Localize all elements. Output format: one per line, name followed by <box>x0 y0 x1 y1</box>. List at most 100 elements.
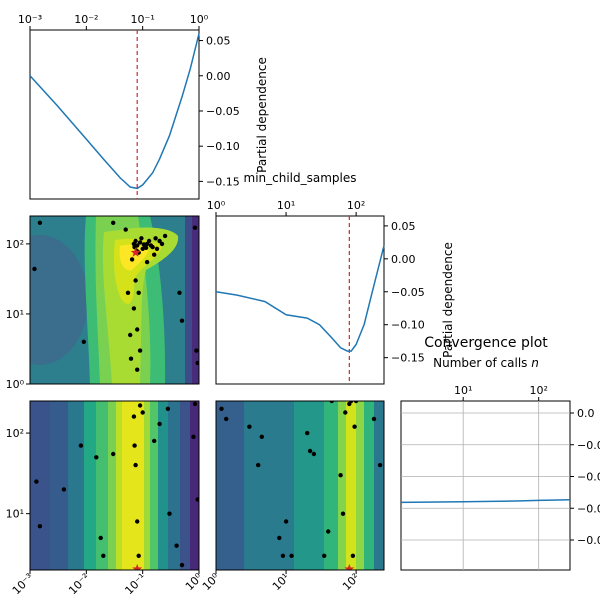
pd-min-child-samples-ylabel: Partial dependence <box>441 242 455 358</box>
sample-point <box>78 443 84 448</box>
sample-point <box>191 434 196 439</box>
y-tick-label: 0.05 <box>391 220 416 233</box>
pd-min-child-samples-panel: 10⁰ 10¹ 10² 0.05 0.00 −0.05 −0.10 −0.15 min_ch… <box>207 171 455 385</box>
sample-point <box>131 306 137 311</box>
sample-point <box>154 246 160 251</box>
sample-point <box>329 401 334 404</box>
y-tick-label: 0.05 <box>206 35 231 48</box>
sample-point <box>277 535 282 541</box>
y-tick-label: 10⁰ <box>6 378 25 391</box>
sample-point <box>307 448 313 454</box>
y-tick-label: 10² <box>6 238 24 251</box>
sample-point <box>111 220 116 225</box>
y-tick-label: −0.0 <box>577 534 600 547</box>
sample-point <box>157 421 162 427</box>
x-tick-label: 10⁰ <box>190 13 209 26</box>
sample-point <box>94 455 99 460</box>
sample-point <box>135 327 140 332</box>
sample-point <box>162 233 168 239</box>
x-tick-label: 10⁻¹ <box>131 13 155 26</box>
convergence-xlabel: Number of calls n <box>433 356 539 370</box>
sample-point <box>340 511 346 516</box>
sample-point <box>159 241 165 247</box>
y-tick-label: −0.15 <box>391 352 425 365</box>
sample-point <box>192 225 198 230</box>
sample-point <box>153 236 158 241</box>
sample-point <box>283 519 289 524</box>
sample-point <box>371 416 377 422</box>
y-tick-label: −0.0 <box>577 502 600 515</box>
sample-point <box>61 487 67 492</box>
best-point-star <box>344 563 355 570</box>
sample-point <box>133 238 138 244</box>
sample-point <box>123 227 128 232</box>
sample-point <box>194 348 199 353</box>
pd-min-child-samples-title: min_child_samples <box>244 171 357 185</box>
sample-point <box>125 290 131 295</box>
y-tick-label: 0.00 <box>206 70 231 83</box>
contour-lr-mcs-frame <box>29 215 200 385</box>
sample-point <box>343 410 348 415</box>
y-tick-label: −0.10 <box>206 140 240 153</box>
sample-point <box>111 451 116 457</box>
sample-point <box>129 257 135 262</box>
convergence-frame <box>400 400 571 571</box>
sample-point <box>133 278 138 283</box>
contour-lr-mcs-panel: 10⁰ 10¹ 10² <box>6 215 200 391</box>
convergence-xlabel-var: n <box>531 356 539 370</box>
sample-point <box>34 479 39 484</box>
sample-point <box>136 553 141 558</box>
sample-point <box>143 245 149 250</box>
convergence-xlabel-prefix: Number of calls <box>433 356 531 370</box>
best-point-star <box>132 563 143 570</box>
sample-point <box>349 401 354 404</box>
contour-mcs-p3-frame <box>215 400 385 571</box>
sample-point <box>131 414 137 419</box>
sample-point <box>326 529 331 534</box>
sample-point <box>352 424 357 429</box>
x-tick-label: 10¹ <box>277 199 295 212</box>
convergence-line <box>400 498 571 504</box>
sample-point <box>101 553 106 558</box>
sample-point <box>179 318 185 323</box>
y-tick-label: −0.05 <box>391 286 425 299</box>
sample-point <box>289 553 294 558</box>
x-tick-label: 10¹ <box>270 571 292 593</box>
sample-point <box>150 244 155 250</box>
sample-point <box>144 259 150 265</box>
sample-point <box>219 406 224 411</box>
sample-point <box>195 360 199 366</box>
sample-point <box>135 243 140 248</box>
x-tick-label: 10² <box>340 571 362 593</box>
x-tick-label: 10² <box>347 199 365 212</box>
sample-point <box>152 438 157 444</box>
sample-point <box>128 356 134 361</box>
sample-point <box>133 462 138 468</box>
x-tick-label: 10⁻³ <box>18 13 42 26</box>
sample-point <box>137 348 143 353</box>
sample-point <box>305 430 310 436</box>
sample-point <box>37 220 43 225</box>
convergence-panel: 10¹ 10² 0.0 −0.0 −0.0 −0.0 −0.0 Convergence p… <box>400 335 600 571</box>
y-tick-label: 10¹ <box>6 508 24 521</box>
sample-point <box>280 553 286 558</box>
sample-point <box>98 535 103 541</box>
contour-lr-p3-frame <box>29 400 200 571</box>
sample-point <box>132 443 137 448</box>
y-tick-label: −0.0 <box>577 471 600 484</box>
sample-point <box>140 410 145 415</box>
x-tick-label: 10⁻¹ <box>122 571 148 597</box>
sample-point <box>128 332 133 338</box>
sample-point <box>152 252 157 257</box>
sample-point <box>146 238 152 244</box>
sample-point <box>135 367 140 372</box>
best-point-star <box>130 247 141 257</box>
pd-min-child-samples-frame <box>215 215 385 385</box>
pd-learning-rate-ylabel: Partial dependence <box>255 57 269 173</box>
sample-point <box>137 240 143 245</box>
contour-mcs-p3-panel: 10⁰ 10¹ 10² <box>200 400 385 593</box>
sample-point <box>174 543 179 548</box>
sample-point <box>259 434 264 439</box>
sample-point <box>224 416 229 422</box>
